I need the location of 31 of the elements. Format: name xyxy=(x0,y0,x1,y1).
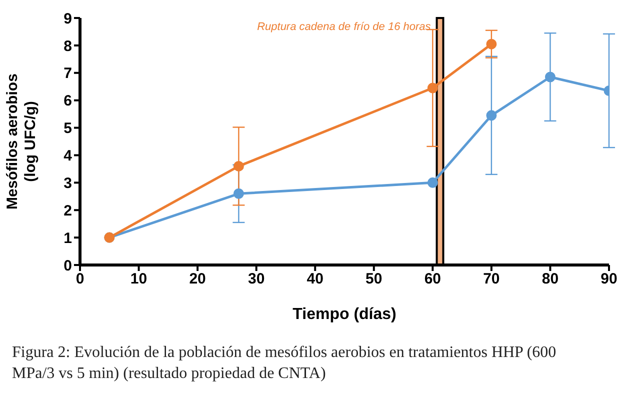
y-axis-title: Mesófilos aerobios (log UFC/g) xyxy=(4,74,39,210)
x-tick-label: 80 xyxy=(542,270,559,288)
x-tick-label: 50 xyxy=(366,270,382,288)
y-tick-label: 6 xyxy=(64,92,72,110)
x-tick-label: 60 xyxy=(424,270,442,288)
point xyxy=(486,110,497,121)
y-tick-label: 4 xyxy=(64,148,73,165)
x-tick-label: 90 xyxy=(600,270,618,288)
point xyxy=(233,188,244,199)
point xyxy=(233,160,244,172)
x-tick-label: 40 xyxy=(306,270,324,288)
y-tick-label: 9 xyxy=(64,10,72,28)
x-tick-label: 0 xyxy=(76,270,84,288)
point xyxy=(427,82,438,94)
point xyxy=(544,72,556,82)
point xyxy=(486,38,497,50)
y-tick-label: 8 xyxy=(64,38,72,55)
band-label: Ruptura cadena de frío de 16 horas xyxy=(257,21,432,33)
x-axis-title: Tiempo (días) xyxy=(292,306,396,323)
x-tick-label: 10 xyxy=(130,270,148,288)
x-tick-label: 30 xyxy=(248,270,265,288)
y-tick-label: 1 xyxy=(64,230,72,247)
y-tick-label: 5 xyxy=(64,120,72,138)
y-tick-label: 2 xyxy=(64,202,72,220)
x-tick-label: 20 xyxy=(189,270,206,288)
y-tick-label: 7 xyxy=(64,65,72,82)
y-tick-label: 3 xyxy=(64,174,72,192)
point xyxy=(427,177,438,188)
x-tick-label: 70 xyxy=(483,270,500,288)
y-tick-label: 0 xyxy=(64,257,72,274)
text: Figura 2: Evolución de la población de mesófilos aerobios en tratamientos HHP (600 MPa/3 vs 5 min) (resultado propiedad de CNTA) xyxy=(12,343,558,384)
